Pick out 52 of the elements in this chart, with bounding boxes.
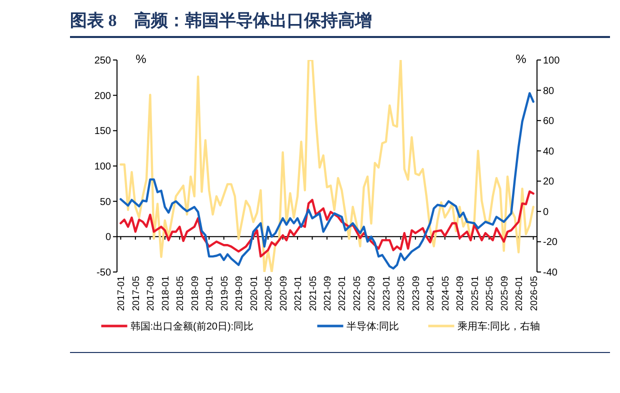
- y2-tick-label: 80: [543, 86, 555, 97]
- x-tick-label: 2023-05: [396, 276, 408, 311]
- x-tick-label: 2024-09: [455, 276, 466, 311]
- y-tick-label: 250: [94, 56, 112, 66]
- x-tick-label: 2021-09: [322, 276, 334, 311]
- x-tick-label: 2017-09: [146, 276, 157, 311]
- line-series: [120, 190, 534, 258]
- x-tick-label: 2019-05: [219, 276, 230, 311]
- x-tick-label: 2026-05: [528, 276, 540, 311]
- x-tick-label: 2021-05: [308, 276, 319, 311]
- y2-axis-title: %: [516, 52, 527, 66]
- x-tick-label: 2017-05: [130, 276, 142, 311]
- x-tick-label: 2024-05: [440, 276, 452, 311]
- x-tick-label: 2026-01: [514, 276, 526, 311]
- y2-tick-label: 100: [543, 56, 560, 66]
- y-tick-label: 0: [105, 232, 112, 244]
- legend-label: 乘用车:同比，右轴: [457, 320, 540, 332]
- y-axis-title: %: [136, 52, 147, 66]
- x-tick-label: 2021-01: [293, 276, 304, 311]
- x-tick-label: 2023-01: [381, 276, 392, 311]
- x-tick-label: 2020-01: [248, 276, 260, 311]
- x-tick-label: 2018-05: [175, 276, 186, 311]
- y-tick-label: 150: [94, 126, 112, 138]
- y2-tick-label: -40: [543, 268, 558, 278]
- y2-tick-label: -20: [543, 237, 558, 248]
- x-tick-label: 2022-09: [366, 276, 378, 311]
- x-tick-label: 2024-01: [426, 276, 437, 311]
- x-tick-label: 2020-09: [278, 276, 290, 311]
- x-tick-label: 2025-01: [470, 276, 481, 311]
- x-tick-label: 2023-09: [410, 276, 422, 311]
- y-tick-label: 200: [94, 90, 112, 102]
- line-series: [120, 92, 534, 270]
- x-tick-label: 2017-01: [116, 276, 128, 311]
- chart-title: 图表 8 高频：韩国半导体出口保持高增: [70, 6, 610, 38]
- y2-tick-label: 20: [543, 176, 555, 188]
- x-tick-label: 2025-05: [484, 276, 496, 311]
- y2-tick-label: 0: [543, 206, 549, 218]
- x-tick-label: 2025-09: [499, 276, 510, 311]
- x-tick-label: 2020-05: [264, 276, 275, 311]
- y-tick-label: 100: [94, 162, 112, 172]
- x-tick-label: 2018-01: [160, 276, 172, 311]
- x-tick-label: 2022-05: [352, 276, 363, 311]
- x-tick-label: 2019-09: [234, 276, 246, 311]
- x-tick-label: 2022-01: [337, 276, 348, 311]
- x-tick-label: 2018-09: [190, 276, 201, 311]
- y2-tick-label: 60: [543, 116, 555, 128]
- y-tick-label: -50: [96, 268, 112, 278]
- legend-label: 半导体:同比: [346, 320, 400, 332]
- x-tick-label: 2019-01: [204, 276, 216, 311]
- legend-label: 韩国:出口金额(前20日):同比: [130, 320, 254, 332]
- y-tick-label: 50: [100, 196, 112, 208]
- y2-tick-label: 40: [543, 146, 555, 158]
